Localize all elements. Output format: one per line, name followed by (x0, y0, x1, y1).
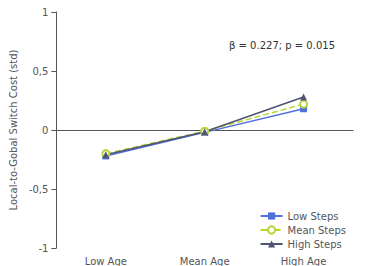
svg-text:0,5: 0,5 (33, 66, 49, 77)
svg-text:1: 1 (42, 7, 48, 18)
svg-text:High Age: High Age (281, 256, 327, 266)
svg-text:Low Age: Low Age (85, 256, 127, 266)
svg-text:Mean Age: Mean Age (180, 256, 230, 266)
svg-text:Local-to-Gobal Switch Cost (st: Local-to-Gobal Switch Cost (std) (8, 49, 19, 210)
svg-text:-0,5: -0,5 (29, 184, 49, 195)
svg-text:High Steps: High Steps (288, 239, 342, 250)
svg-text:-1: -1 (38, 243, 48, 254)
svg-text:Mean Steps: Mean Steps (288, 225, 346, 236)
svg-text:β = 0.227; p = 0.015: β = 0.227; p = 0.015 (229, 40, 335, 51)
svg-text:Low Steps: Low Steps (288, 211, 339, 222)
svg-text:0: 0 (42, 125, 48, 136)
